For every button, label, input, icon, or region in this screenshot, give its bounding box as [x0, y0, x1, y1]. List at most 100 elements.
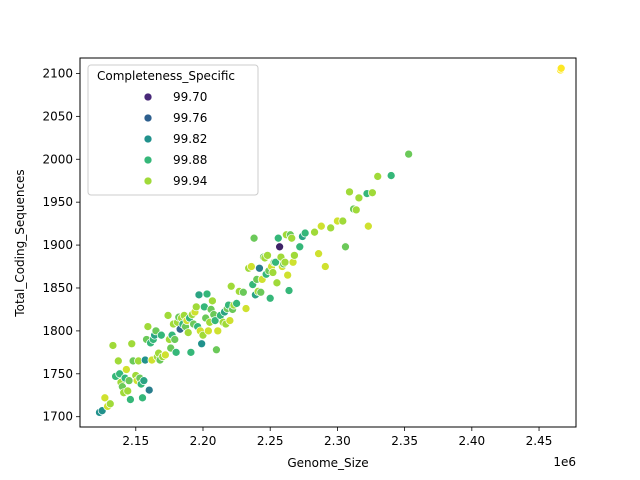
data-point [183, 328, 193, 337]
legend-marker [143, 92, 153, 102]
x-tick-label: 2.15 [122, 434, 149, 448]
data-point [108, 341, 118, 350]
data-point [275, 242, 284, 252]
data-point [556, 63, 566, 73]
data-point [213, 326, 223, 336]
data-point [300, 228, 310, 238]
legend-label: 99.94 [173, 174, 207, 188]
y-tick-label: 1900 [42, 238, 73, 252]
data-point [238, 287, 248, 297]
data-point [272, 278, 282, 288]
data-point [186, 347, 196, 357]
y-tick-label: 1950 [42, 195, 73, 209]
data-point [197, 339, 206, 349]
data-point [126, 395, 135, 404]
data-point [124, 376, 134, 386]
data-point [171, 347, 181, 357]
data-point [314, 249, 323, 259]
x-axis: 2.15 2.20 2.25 2.30 2.35 2.40 2.45 [122, 427, 552, 448]
x-tick-label: 2.30 [324, 434, 351, 448]
x-tick-label: 2.20 [190, 434, 217, 448]
data-point [212, 345, 221, 355]
y-tick-label: 1750 [42, 367, 73, 381]
legend-marker [143, 113, 153, 123]
data-point [404, 149, 413, 159]
data-point [156, 330, 166, 340]
data-point [170, 335, 180, 344]
x-axis-label: Genome_Size [287, 456, 368, 470]
data-point [202, 289, 212, 299]
legend-marker [143, 134, 153, 144]
y-tick-label: 1850 [42, 281, 73, 295]
x-tick-label: 2.25 [257, 434, 284, 448]
legend-label: 99.82 [173, 132, 207, 146]
data-point [113, 356, 123, 366]
data-point [284, 286, 294, 295]
y-axis-label: Total_Coding_Sequences [13, 169, 27, 317]
data-point [163, 311, 173, 320]
legend-marker [143, 155, 153, 165]
data-point [351, 205, 361, 215]
points-layer [95, 63, 566, 417]
data-point [210, 316, 220, 325]
data-point [105, 399, 115, 409]
data-point [208, 296, 217, 306]
y-axis: 1700 1750 1800 1850 1900 1950 2000 2050 2100 [42, 66, 80, 424]
data-point [265, 293, 275, 303]
data-point [255, 263, 264, 273]
legend-marker [143, 176, 153, 186]
data-point [139, 376, 149, 386]
data-point [310, 227, 319, 237]
data-point [386, 171, 396, 180]
data-point [326, 223, 336, 233]
legend-label: 99.88 [173, 153, 207, 167]
data-point [256, 287, 266, 297]
legend-frame [87, 64, 259, 196]
y-tick-label: 1700 [42, 410, 73, 424]
data-point [268, 268, 278, 277]
data-point [354, 193, 364, 203]
data-point [345, 187, 354, 197]
data-point [122, 365, 131, 374]
x-axis-offset-label: 1e6 [553, 455, 576, 469]
data-point [225, 316, 235, 325]
data-point [191, 302, 201, 312]
y-tick-label: 2000 [42, 152, 73, 166]
data-point [161, 350, 170, 360]
data-point [287, 233, 297, 243]
data-point [280, 257, 290, 267]
data-point [194, 290, 204, 300]
data-point [271, 257, 280, 267]
data-point [247, 262, 256, 271]
data-point [263, 251, 272, 260]
data-point [368, 188, 377, 198]
x-tick-label: 2.45 [526, 434, 553, 448]
y-tick-label: 2050 [42, 109, 73, 123]
data-point [249, 233, 259, 243]
data-point [204, 326, 213, 336]
data-point [127, 339, 137, 349]
data-point [341, 242, 350, 252]
data-point [320, 262, 330, 271]
plot-frame [79, 57, 577, 428]
data-point [143, 322, 153, 331]
data-point [295, 242, 305, 252]
legend: Completeness_Specific 99.7099.7699.8299.… [87, 64, 259, 196]
data-point [316, 221, 326, 231]
data-point [363, 221, 373, 231]
x-tick-label: 2.40 [458, 434, 485, 448]
x-tick-label: 2.35 [391, 434, 418, 448]
data-point [123, 386, 133, 396]
legend-label: 99.76 [173, 111, 207, 125]
y-tick-label: 2100 [42, 66, 73, 80]
data-point [273, 233, 283, 243]
data-point [138, 393, 147, 403]
data-point [100, 393, 110, 403]
data-point [241, 304, 251, 313]
data-point [373, 172, 383, 181]
data-point [232, 299, 241, 308]
y-tick-label: 1800 [42, 324, 73, 338]
data-point [144, 385, 154, 395]
data-point [283, 270, 293, 280]
